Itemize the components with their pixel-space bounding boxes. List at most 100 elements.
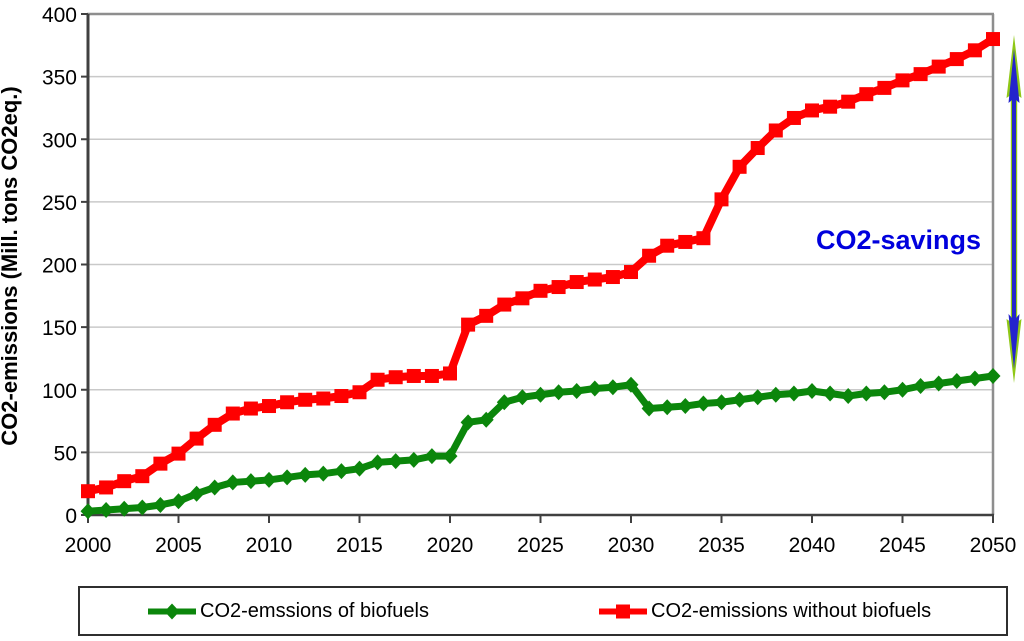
co2-biofuels-marker	[243, 473, 259, 490]
chart-legend: CO2-emssions of biofuels CO2-emissions w…	[78, 586, 1008, 636]
x-tick-label: 2000	[65, 534, 112, 557]
co2-biofuels-marker	[587, 380, 603, 397]
y-tick-label: 350	[42, 67, 77, 90]
co2-without-biofuels-marker	[280, 395, 295, 410]
savings-arrow-inner	[1008, 49, 1020, 369]
x-tick-label: 2025	[517, 534, 564, 557]
y-tick-label: 150	[42, 317, 77, 340]
co2-without-biofuels-marker	[877, 80, 892, 95]
co2-without-biofuels-marker	[714, 192, 729, 207]
co2-biofuels-marker	[279, 469, 295, 486]
co2-without-biofuels-marker	[605, 270, 620, 285]
co2-without-biofuels-marker	[768, 123, 783, 138]
co2-biofuels-marker	[967, 370, 983, 387]
co2-without-biofuels-marker	[316, 391, 331, 406]
co2-without-biofuels-marker	[243, 401, 258, 416]
co2-biofuels-marker	[840, 388, 856, 405]
plot-layer: 0 50 100 150 200 250 300 350 400 2000 2005 2010 2015…	[42, 4, 1022, 557]
co2-biofuels-marker	[623, 376, 639, 393]
co2-without-biofuels-marker	[406, 368, 421, 383]
co2-without-biofuels-marker	[696, 231, 711, 246]
y-axis-title: CO2-emissions (Mill. tons CO2eq.)	[0, 86, 22, 445]
y-tick-label: 400	[42, 4, 77, 27]
co2-biofuels-marker	[514, 389, 530, 406]
co2-emissions-chart: 0 50 100 150 200 250 300 350 400 2000 2005 2010 2015…	[0, 4, 1022, 557]
co2-biofuels-marker	[641, 400, 657, 417]
co2-savings-annotation: CO2-savings	[816, 225, 981, 255]
co2-biofuels-marker	[714, 394, 729, 411]
co2-without-biofuels-marker	[678, 234, 693, 249]
x-tick-label: 2005	[155, 534, 202, 557]
co2-biofuels-markers	[80, 367, 1001, 520]
co2-biofuels-marker	[225, 474, 241, 491]
co2-biofuels-marker	[659, 399, 675, 416]
co2-without-biofuels-marker	[99, 480, 114, 495]
co2-without-biofuels-markers	[81, 32, 1000, 499]
co2-biofuels-marker	[750, 389, 766, 406]
co2-without-biofuels-marker	[388, 370, 403, 385]
co2-without-biofuels-marker	[352, 385, 367, 400]
co2-biofuels-marker	[949, 372, 965, 389]
co2-biofuels-marker	[732, 391, 748, 408]
co2-without-biofuels-marker	[642, 248, 657, 263]
legend-sample-glyph	[599, 604, 647, 618]
co2-without-biofuels-marker	[805, 103, 819, 118]
co2-biofuels-marker	[460, 414, 476, 431]
co2-without-biofuels-marker	[859, 87, 874, 102]
x-tick-label: 2015	[336, 534, 383, 557]
x-tick-label: 2030	[608, 534, 655, 557]
x-tick-label: 2050	[970, 534, 1017, 557]
co2-biofuels-marker	[406, 451, 422, 468]
x-tick-label: 2010	[246, 534, 293, 557]
co2-without-biofuels-marker	[732, 159, 747, 174]
x-tick-label: 2035	[698, 534, 745, 557]
co2-without-biofuels-marker	[986, 32, 1000, 47]
co2-biofuels-marker	[605, 379, 621, 396]
co2-biofuels-marker	[315, 465, 331, 482]
co2-without-biofuels-marker	[189, 431, 204, 446]
co2-without-biofuels-marker	[515, 291, 530, 306]
co2-biofuels-marker	[116, 500, 132, 517]
co2-without-biofuels-marker	[81, 484, 95, 499]
co2-biofuels-marker	[80, 503, 96, 520]
co2-without-biofuels-marker	[298, 392, 313, 407]
co2-without-biofuels-marker	[370, 372, 385, 387]
legend-label-without-biofuels: CO2-emissions without biofuels	[651, 599, 932, 622]
co2-without-biofuels-marker	[533, 283, 548, 298]
co2-biofuels-marker	[207, 479, 223, 496]
x-tick-label: 2045	[879, 534, 926, 557]
co2-biofuels-marker	[352, 460, 367, 477]
co2-without-biofuels-marker	[117, 474, 132, 489]
co2-biofuels-marker	[931, 375, 947, 392]
co2-without-biofuels-marker	[949, 52, 964, 67]
co2-without-biofuels-marker	[931, 59, 946, 74]
x-tick-label: 2040	[789, 534, 836, 557]
co2-without-biofuels-marker	[587, 272, 602, 287]
y-tick-label: 100	[42, 380, 77, 403]
co2-without-biofuels-marker	[841, 94, 856, 109]
legend-sample-biofuels-icon	[146, 603, 198, 620]
co2-without-biofuels-marker	[569, 275, 584, 290]
co2-biofuels-marker	[551, 384, 567, 401]
co2-biofuels-marker	[189, 485, 205, 502]
co2-without-biofuels-marker	[443, 366, 457, 381]
co2-biofuels-marker	[768, 386, 784, 403]
co2-without-biofuels-marker	[171, 446, 186, 461]
legend-item-biofuels: CO2-emssions of biofuels	[146, 588, 429, 634]
co2-biofuels-marker	[895, 381, 910, 398]
legend-sample-without-biofuels-icon	[597, 603, 649, 620]
co2-biofuels-marker	[822, 385, 838, 402]
y-tick-label: 200	[42, 255, 77, 278]
co2-biofuels-marker	[442, 448, 458, 465]
co2-without-biofuels-marker	[262, 399, 276, 414]
co2-without-biofuels-marker	[913, 67, 928, 82]
co2-biofuels-marker	[858, 385, 874, 402]
co2-without-biofuels-marker	[225, 406, 240, 421]
co2-without-biofuels-marker	[786, 110, 801, 125]
co2-without-biofuels-marker	[551, 280, 566, 295]
co2-without-biofuels-marker	[135, 469, 150, 484]
co2-biofuels-marker	[171, 493, 186, 510]
co2-biofuels-marker	[913, 377, 929, 394]
co2-biofuels-marker	[98, 501, 114, 518]
legend-sample-glyph	[148, 603, 196, 619]
